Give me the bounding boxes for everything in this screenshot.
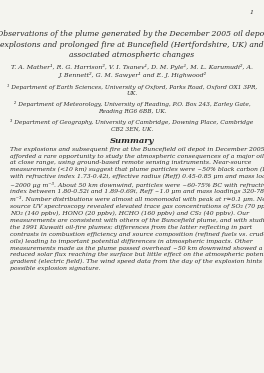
Text: Observations of the plume generated by the December 2005 oil depot
explosions an: Observations of the plume generated by t… bbox=[0, 30, 264, 59]
Text: 1: 1 bbox=[249, 10, 253, 15]
Text: T. A. Mather¹, R. G. Harrison², V. I. Tsanev¹, D. M. Pyle¹, M. L. Karumudi², A.
: T. A. Mather¹, R. G. Harrison², V. I. Ts… bbox=[11, 64, 253, 78]
Text: ² Department of Meteorology, University of Reading, P.O. Box 243, Earley Gate,
R: ² Department of Meteorology, University … bbox=[14, 101, 250, 114]
Text: ³ Department of Geography, University of Cambridge, Downing Place, Cambridge
CB2: ³ Department of Geography, University of… bbox=[10, 119, 254, 132]
Text: ¹ Department of Earth Sciences, University of Oxford, Parks Road, Oxford OX1 3PR: ¹ Department of Earth Sciences, Universi… bbox=[7, 84, 257, 96]
Text: The explosions and subsequent fire at the Buncefield oil depot in December 2005
: The explosions and subsequent fire at th… bbox=[10, 147, 264, 271]
Text: Summary: Summary bbox=[110, 137, 154, 145]
